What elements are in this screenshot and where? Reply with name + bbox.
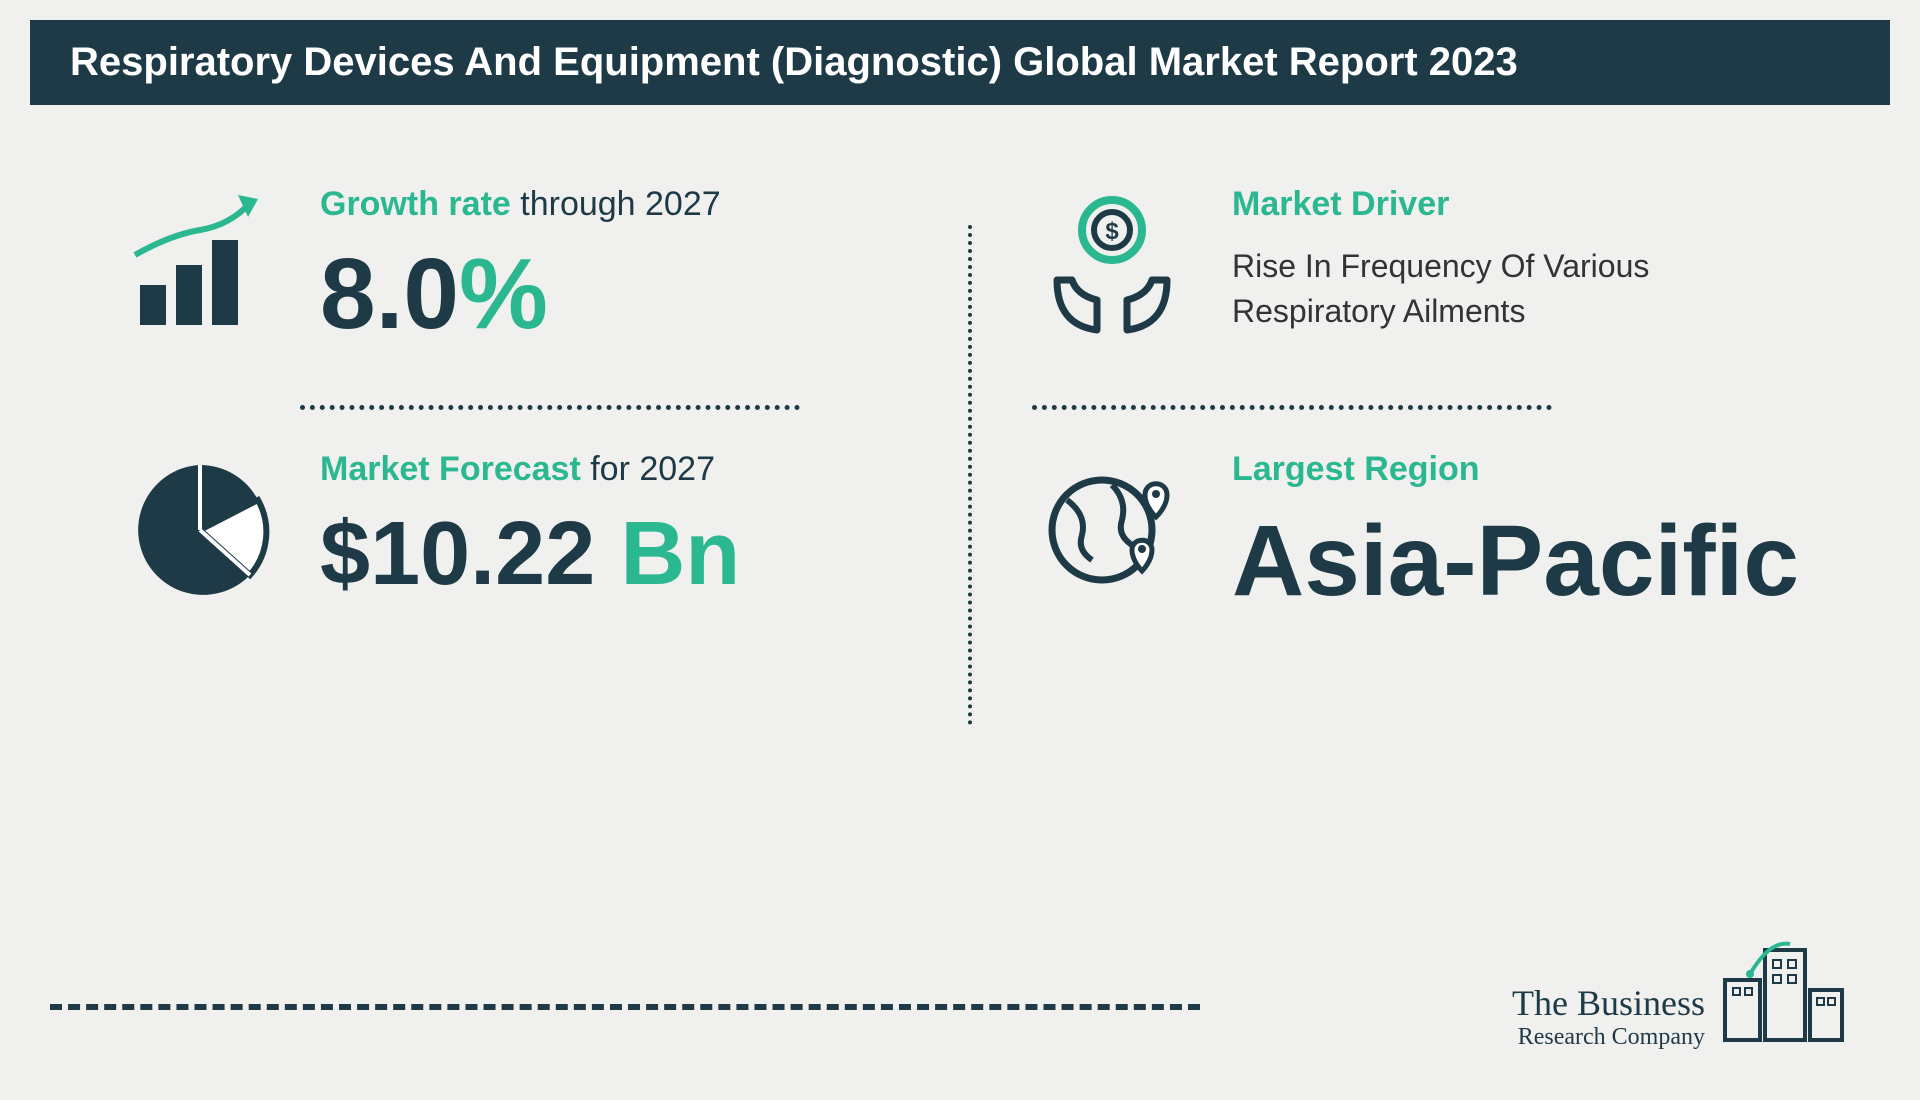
right-column: $ Market Driver Rise In Frequency Of Var… [1032,185,1820,725]
forecast-label-accent: Market Forecast [320,450,581,488]
region-label: Largest Region [1232,450,1820,489]
driver-text: Rise In Frequency Of Various Respiratory… [1232,244,1820,334]
logo-line1: The Business [1512,984,1705,1024]
right-divider-h [1032,405,1552,410]
forecast-value-prefix: $ [320,504,370,604]
bottom-dashed-line [50,1004,1200,1010]
market-driver-block: $ Market Driver Rise In Frequency Of Var… [1032,185,1820,385]
forecast-value-number: 10.22 [370,504,595,604]
growth-label-rest: through 2027 [520,185,720,223]
buildings-icon [1720,930,1850,1050]
content-grid: Growth rate through 2027 8.0% [0,105,1920,725]
company-logo: The Business Research Company [1512,930,1850,1050]
growth-rate-block: Growth rate through 2027 8.0% [120,185,908,385]
bar-growth-icon [120,185,280,345]
hands-coin-icon: $ [1032,185,1192,345]
region-label-text: Largest Region [1232,450,1479,488]
forecast-label: Market Forecast for 2027 [320,450,908,489]
vertical-divider [968,225,972,725]
growth-label-accent: Growth rate [320,185,511,223]
forecast-label-rest: for 2027 [590,450,715,488]
growth-value-number: 8.0 [320,238,459,350]
forecast-value-suffix: Bn [620,504,740,604]
driver-label: Market Driver [1232,185,1820,224]
region-value: Asia-Pacific [1232,509,1820,614]
growth-label: Growth rate through 2027 [320,185,908,224]
pie-chart-icon [120,450,280,610]
logo-line2: Research Company [1512,1024,1705,1050]
header-title: Respiratory Devices And Equipment (Diagn… [30,20,1890,105]
driver-label-text: Market Driver [1232,185,1449,223]
growth-value-suffix: % [459,238,548,350]
region-block: Largest Region Asia-Pacific [1032,450,1820,654]
logo-text: The Business Research Company [1512,984,1705,1050]
globe-pin-icon [1032,450,1192,610]
growth-value: 8.0% [320,244,908,344]
left-divider-h [300,405,800,410]
forecast-value: $10.22 Bn [320,509,908,599]
svg-text:$: $ [1105,218,1119,245]
forecast-block: Market Forecast for 2027 $10.22 Bn [120,450,908,650]
left-column: Growth rate through 2027 8.0% [120,185,908,725]
